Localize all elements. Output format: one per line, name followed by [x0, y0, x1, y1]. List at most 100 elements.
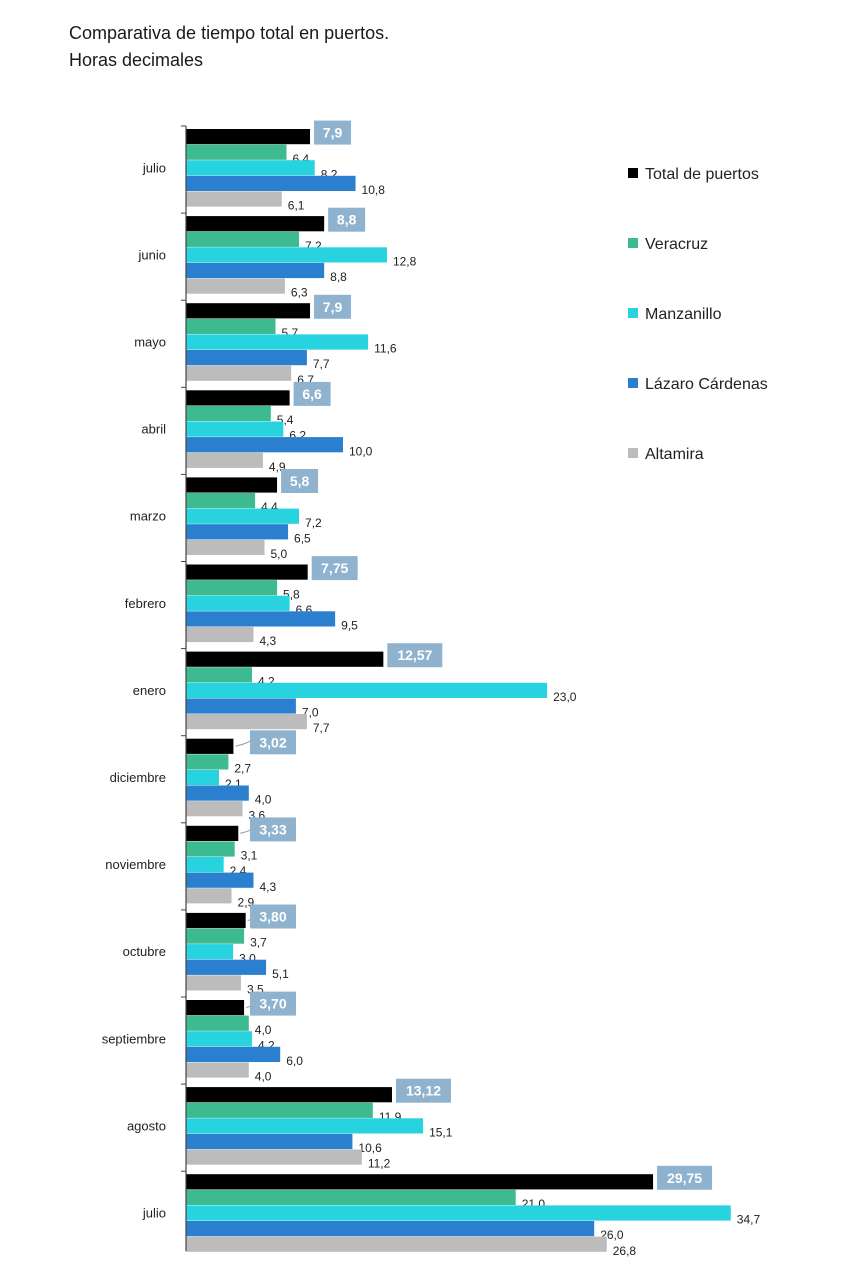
- bar-lazaro-cardenas-marzo-4: [186, 524, 289, 540]
- bar-total-de-puertos-agosto-11: [186, 1087, 392, 1103]
- category-label-enero-6: enero: [133, 683, 166, 698]
- value-label-veracruz-10: 4,0: [255, 1023, 272, 1037]
- value-label-lazaro-cardenas-7: 4,0: [255, 793, 272, 807]
- total-label-10: 3,70: [259, 996, 286, 1012]
- bar-altamira-julio-0: [186, 191, 282, 207]
- chart-title: Comparativa de tiempo total en puertos. …: [69, 20, 389, 74]
- value-label-altamira-5: 4,3: [260, 634, 277, 648]
- total-label-9: 3,80: [259, 909, 286, 925]
- legend-swatch-veracruz: [628, 238, 638, 248]
- bar-altamira-noviembre-8: [186, 888, 232, 904]
- bar-manzanillo-diciembre-7: [186, 769, 219, 786]
- bar-veracruz-abril-3: [186, 405, 271, 422]
- bar-lazaro-cardenas-junio-1: [186, 262, 325, 279]
- total-label-4: 5,8: [290, 473, 310, 489]
- legend-label-veracruz: Veracruz: [645, 236, 708, 253]
- category-label-julio-0: julio: [142, 160, 166, 175]
- total-label-8: 3,33: [259, 821, 286, 837]
- bar-veracruz-mayo-2: [186, 318, 276, 334]
- legend-label-manzanillo: Manzanillo: [645, 306, 722, 323]
- chart-title-line2: Horas decimales: [69, 50, 204, 70]
- total-label-3: 6,6: [302, 386, 322, 402]
- bar-altamira-enero-6: [186, 714, 307, 730]
- bar-manzanillo-julio-12: [186, 1205, 731, 1221]
- total-label-box-6: [387, 643, 443, 668]
- total-label-box-5: [311, 556, 358, 581]
- category-label-abril-3: abril: [141, 422, 166, 437]
- bar-veracruz-septiembre-10: [186, 1015, 249, 1031]
- bar-manzanillo-septiembre-10: [186, 1031, 252, 1047]
- bar-veracruz-marzo-4: [186, 493, 256, 509]
- bar-total-de-puertos-julio-0: [186, 129, 311, 145]
- legend-label-total-de-puertos: Total de puertos: [645, 166, 759, 183]
- total-label-7: 3,02: [259, 734, 286, 750]
- value-label-altamira-12: 26,8: [613, 1244, 637, 1258]
- total-label-box-7: [250, 730, 296, 755]
- total-label-2: 7,9: [323, 299, 343, 315]
- bar-veracruz-julio-12: [186, 1189, 516, 1205]
- bar-total-de-puertos-abril-3: [186, 390, 290, 406]
- value-label-manzanillo-12: 34,7: [737, 1213, 761, 1227]
- bar-altamira-febrero-5: [186, 626, 254, 643]
- bar-lazaro-cardenas-diciembre-7: [186, 785, 249, 801]
- bar-manzanillo-enero-6: [186, 682, 548, 698]
- bar-manzanillo-noviembre-8: [186, 857, 224, 873]
- value-label-altamira-1: 6,3: [291, 286, 308, 300]
- chart-title-line1: Comparativa de tiempo total en puertos.: [69, 23, 390, 43]
- category-label-junio-1: junio: [138, 247, 166, 262]
- legend-label-lazaro-cardenas: Lázaro Cárdenas: [645, 376, 768, 393]
- bar-total-de-puertos-mayo-2: [186, 303, 311, 319]
- bar-veracruz-noviembre-8: [186, 841, 235, 857]
- value-label-lazaro-cardenas-10: 6,0: [286, 1054, 303, 1068]
- category-label-marzo-4: marzo: [130, 509, 166, 524]
- total-label-6: 12,57: [397, 647, 432, 663]
- category-label-febrero-5: febrero: [125, 596, 166, 611]
- total-label-box-10: [250, 991, 296, 1016]
- bar-lazaro-cardenas-julio-0: [186, 175, 356, 191]
- value-label-lazaro-cardenas-11: 10,6: [358, 1141, 382, 1155]
- total-label-box-1: [328, 207, 366, 232]
- bar-veracruz-julio-0: [186, 144, 287, 160]
- total-label-box-3: [293, 381, 331, 406]
- total-label-box-8: [250, 817, 296, 842]
- bar-altamira-septiembre-10: [186, 1062, 249, 1078]
- legend-swatch-total-de-puertos: [628, 168, 638, 178]
- legend-swatch-manzanillo: [628, 308, 638, 318]
- category-label-agosto-11: agosto: [127, 1118, 166, 1133]
- bar-manzanillo-abril-3: [186, 421, 284, 437]
- bar-total-de-puertos-octubre-9: [186, 912, 246, 929]
- total-label-1: 8,8: [337, 212, 357, 228]
- bar-manzanillo-marzo-4: [186, 508, 300, 524]
- total-label-box-2: [314, 294, 352, 319]
- bar-altamira-mayo-2: [186, 365, 292, 381]
- bar-veracruz-febrero-5: [186, 580, 278, 596]
- total-label-box-11: [395, 1078, 451, 1103]
- value-label-altamira-11: 11,2: [368, 1157, 391, 1171]
- value-label-lazaro-cardenas-9: 5,1: [272, 967, 289, 981]
- bar-veracruz-agosto-11: [186, 1102, 373, 1118]
- value-label-altamira-0: 6,1: [288, 199, 305, 213]
- total-label-leader-7: [235, 740, 251, 747]
- legend-swatch-altamira: [628, 448, 638, 458]
- bar-total-de-puertos-junio-1: [186, 216, 325, 232]
- bar-veracruz-octubre-9: [186, 928, 245, 944]
- value-label-lazaro-cardenas-8: 4,3: [260, 880, 277, 894]
- bar-veracruz-diciembre-7: [186, 754, 229, 770]
- category-label-septiembre-10: septiembre: [102, 1031, 166, 1046]
- bar-total-de-puertos-enero-6: [186, 651, 384, 667]
- bar-lazaro-cardenas-febrero-5: [186, 611, 336, 627]
- bar-altamira-diciembre-7: [186, 801, 243, 817]
- category-label-octubre-9: octubre: [123, 944, 166, 959]
- total-label-5: 7,75: [321, 560, 348, 576]
- bar-veracruz-junio-1: [186, 231, 300, 247]
- total-label-0: 7,9: [323, 125, 343, 141]
- value-label-lazaro-cardenas-4: 6,5: [294, 531, 311, 545]
- value-label-manzanillo-4: 7,2: [305, 516, 322, 530]
- category-label-julio-12: julio: [142, 1206, 166, 1221]
- bar-lazaro-cardenas-agosto-11: [186, 1133, 353, 1150]
- bar-manzanillo-octubre-9: [186, 944, 234, 960]
- bar-total-de-puertos-noviembre-8: [186, 825, 239, 841]
- bar-lazaro-cardenas-enero-6: [186, 698, 296, 714]
- total-label-box-4: [281, 469, 319, 493]
- bar-total-de-puertos-febrero-5: [186, 564, 308, 580]
